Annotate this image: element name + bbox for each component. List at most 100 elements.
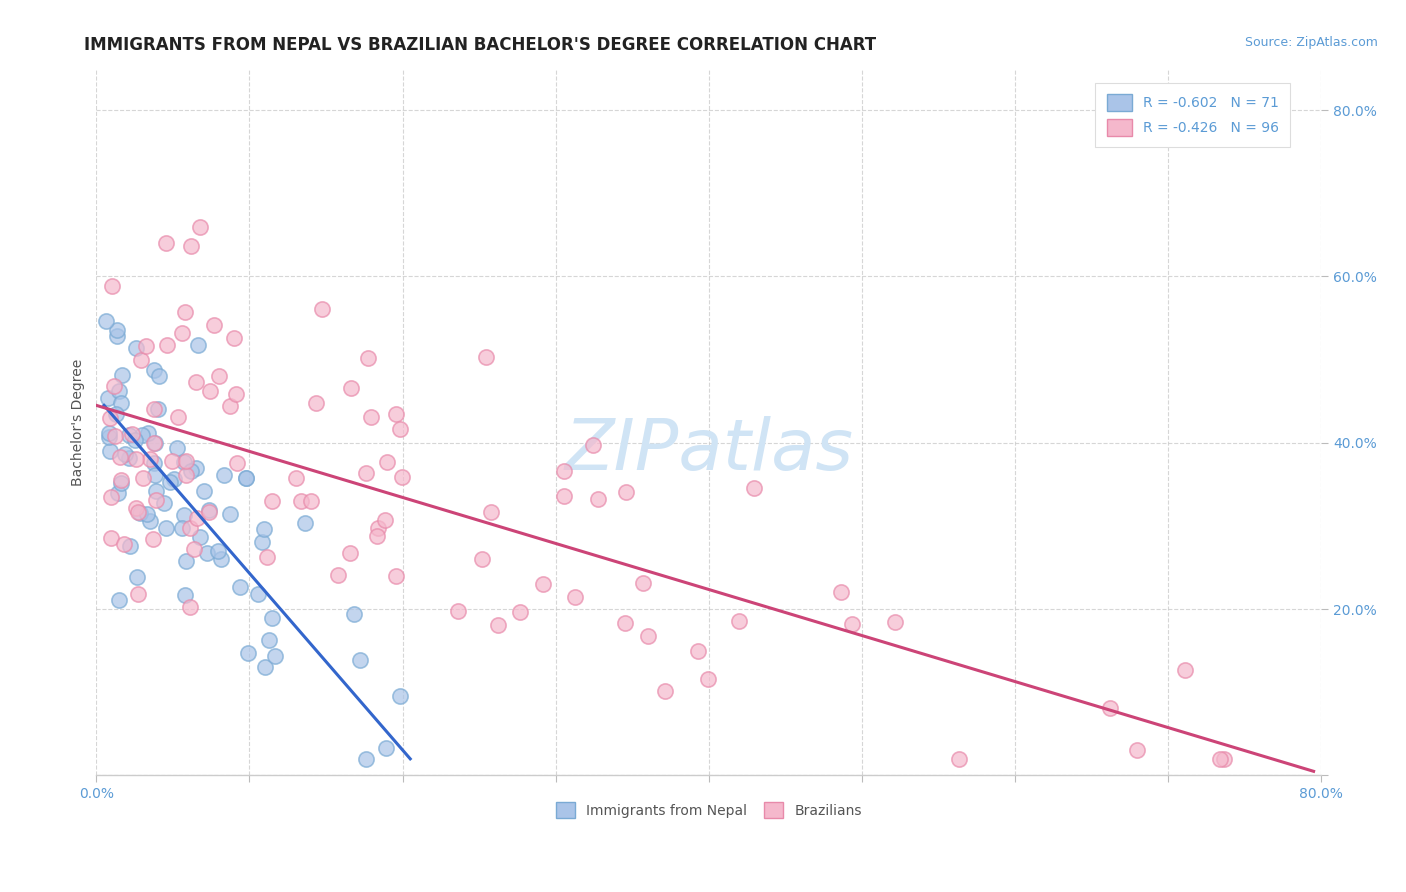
Point [155, 521, 177, 535]
Point [613, 616, 636, 631]
Point [697, 673, 720, 687]
Point [110, 395, 132, 409]
Point [564, 591, 586, 605]
Point [188, 530, 211, 544]
Point [125, 500, 148, 515]
Point [98, 411, 121, 425]
Point [103, 379, 125, 393]
Point [388, 689, 411, 703]
Point [180, 464, 202, 478]
Point [108, 384, 131, 399]
Legend: Immigrants from Nepal, Brazilians: Immigrants from Nepal, Brazilians [548, 795, 869, 825]
Point [104, 407, 127, 421]
Point [148, 369, 170, 384]
Point [219, 399, 242, 413]
Point [1209, 752, 1232, 766]
Point [156, 338, 179, 352]
Point [222, 331, 245, 345]
Point [117, 451, 139, 466]
Point [198, 505, 221, 519]
Point [208, 369, 231, 384]
Point [742, 481, 765, 495]
Point [97, 430, 120, 444]
Point [166, 410, 188, 425]
Point [260, 611, 283, 625]
Point [391, 470, 413, 484]
Point [166, 442, 188, 456]
Point [174, 468, 197, 483]
Point [259, 633, 281, 648]
Point [170, 521, 193, 535]
Point [125, 452, 148, 467]
Point [100, 279, 122, 293]
Point [356, 466, 378, 480]
Point [97, 391, 120, 405]
Point [253, 522, 276, 536]
Text: Source: ZipAtlas.com: Source: ZipAtlas.com [1244, 36, 1378, 49]
Point [250, 535, 273, 549]
Point [214, 467, 236, 482]
Point [118, 539, 141, 553]
Point [143, 436, 166, 450]
Point [471, 551, 494, 566]
Point [184, 461, 207, 475]
Point [186, 375, 208, 389]
Point [155, 236, 177, 251]
Point [179, 521, 201, 535]
Point [131, 353, 153, 368]
Point [129, 507, 152, 521]
Point [146, 402, 169, 417]
Point [145, 484, 167, 499]
Point [173, 455, 195, 469]
Point [219, 507, 242, 521]
Point [174, 588, 197, 602]
Point [357, 351, 380, 365]
Point [339, 546, 361, 560]
Point [127, 587, 149, 601]
Point [198, 503, 221, 517]
Point [225, 387, 247, 401]
Point [340, 381, 363, 395]
Point [486, 618, 509, 632]
Point [294, 516, 316, 531]
Point [948, 752, 970, 766]
Point [187, 338, 209, 352]
Point [385, 569, 408, 583]
Point [637, 629, 659, 643]
Point [229, 581, 252, 595]
Point [830, 584, 852, 599]
Point [135, 339, 157, 353]
Point [110, 476, 132, 491]
Point [688, 643, 710, 657]
Point [633, 575, 655, 590]
Point [188, 219, 211, 234]
Point [174, 454, 197, 468]
Point [366, 529, 388, 543]
Point [238, 647, 260, 661]
Point [105, 328, 128, 343]
Point [143, 363, 166, 377]
Point [174, 553, 197, 567]
Point [111, 368, 134, 382]
Point [138, 514, 160, 528]
Point [127, 505, 149, 519]
Point [209, 552, 232, 566]
Point [136, 426, 159, 441]
Point [141, 532, 163, 546]
Point [349, 653, 371, 667]
Point [326, 568, 349, 582]
Point [262, 494, 284, 508]
Point [883, 615, 905, 629]
Point [112, 537, 135, 551]
Point [305, 396, 328, 410]
Point [98, 426, 121, 441]
Point [117, 428, 139, 442]
Point [143, 467, 166, 482]
Point [125, 570, 148, 584]
Point [142, 456, 165, 470]
Point [105, 323, 128, 337]
Point [654, 683, 676, 698]
Point [100, 490, 122, 504]
Point [193, 483, 215, 498]
Point [114, 447, 136, 461]
